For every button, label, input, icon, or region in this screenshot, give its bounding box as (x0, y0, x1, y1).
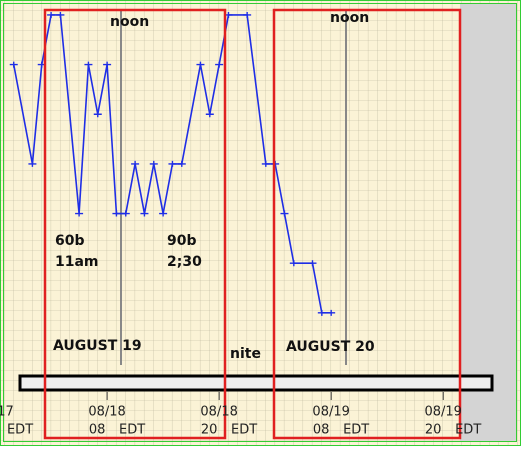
x-tick-label: 08/17 (0, 405, 14, 420)
data-point (159, 210, 168, 217)
data-point (243, 11, 252, 18)
data-point (317, 309, 326, 316)
data-point (327, 309, 336, 316)
data-point (205, 111, 214, 118)
series-layer (9, 11, 336, 316)
x-tick-label: 08/19 (424, 405, 461, 420)
data-point (93, 111, 102, 118)
data-point (140, 210, 149, 217)
data-point (28, 160, 37, 167)
x-tick-label: 08/18 (200, 405, 237, 420)
inner-frame (3, 3, 517, 442)
x-tick-label: 08/19 (312, 405, 349, 420)
x-tick-label: 08 (89, 423, 106, 438)
data-point (84, 61, 93, 68)
x-tick-label: 08/18 (88, 405, 125, 420)
data-point (9, 61, 18, 68)
x-tick-label: 20 (425, 423, 442, 438)
x-tick-label: EDT (7, 423, 33, 438)
x-tick-label: 20 (201, 423, 218, 438)
data-point (103, 61, 112, 68)
data-point (47, 11, 56, 18)
x-tick-label: EDT (231, 423, 257, 438)
annotation: AUGUST 19 (53, 338, 142, 354)
annotation: 11am (55, 254, 99, 270)
annotation: nite (230, 346, 261, 362)
future-region (460, 4, 516, 442)
data-point (261, 160, 270, 167)
annotation: 60b (55, 233, 85, 249)
highlight-box (272, 8, 462, 440)
data-point (121, 210, 130, 217)
data-point (196, 61, 205, 68)
data-point (131, 160, 140, 167)
x-tick-label: EDT (343, 423, 369, 438)
annotation: noon (330, 10, 369, 26)
data-point (149, 160, 158, 167)
x-tick-label: 08 (313, 423, 330, 438)
data-point (177, 160, 186, 167)
x-tick-label: EDT (119, 423, 145, 438)
data-point (112, 210, 121, 217)
data-point (308, 260, 317, 267)
annotation: 90b (167, 233, 197, 249)
data-point (168, 160, 177, 167)
annotation: noon (110, 14, 149, 30)
data-point (215, 61, 224, 68)
data-point (75, 210, 84, 217)
annotation: 2;30 (167, 254, 202, 270)
data-point (289, 260, 298, 267)
time-strip (18, 374, 494, 392)
annotation: AUGUST 20 (286, 339, 375, 355)
highlight-box (43, 8, 227, 440)
data-point (56, 11, 65, 18)
data-point (280, 210, 289, 217)
x-tick-label: EDT (455, 423, 481, 438)
